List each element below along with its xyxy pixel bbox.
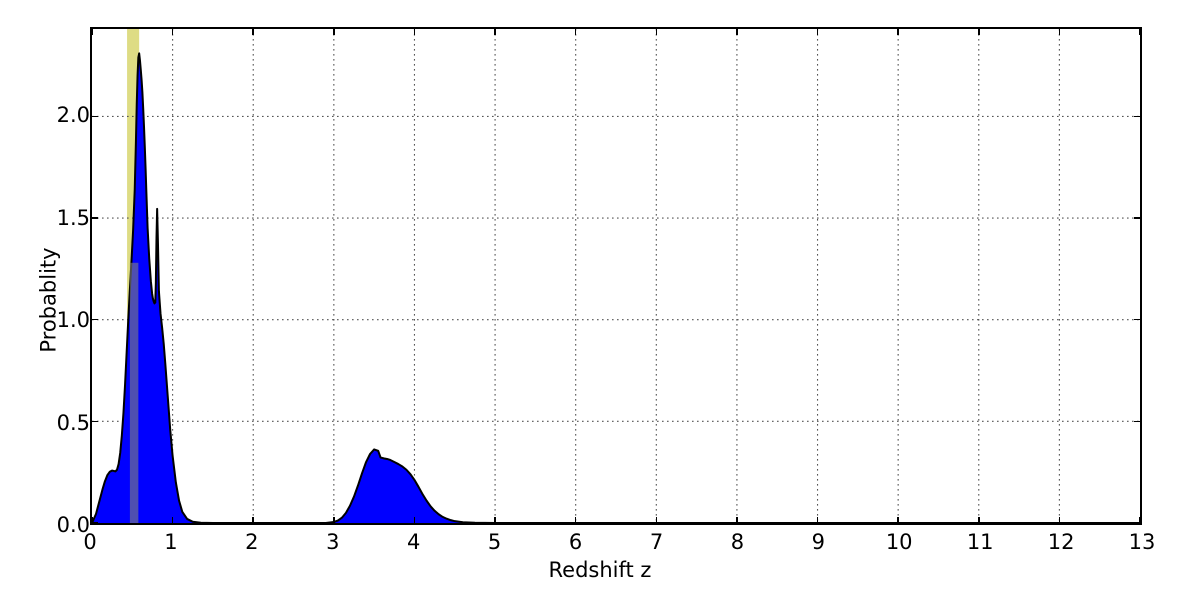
reference-redshift-band [129, 262, 139, 523]
x-tick-mark [252, 29, 254, 35]
x-tick-mark [978, 517, 980, 523]
y-axis-label: Probablity [36, 247, 61, 353]
x-tick-mark [413, 29, 416, 35]
x-tick-mark [897, 29, 899, 35]
x-tick-label-0: 0 [83, 530, 97, 554]
x-tick-label-7: 7 [649, 530, 664, 554]
y-tick-label-0: 0.0 [56, 513, 90, 537]
x-tick-mark [574, 29, 577, 35]
x-tick-label-1: 1 [164, 530, 178, 554]
grid-lines-group [92, 29, 1140, 523]
x-tick-mark [333, 517, 335, 523]
x-tick-label-11: 11 [966, 530, 994, 554]
x-tick-mark [333, 29, 335, 35]
y-tick-mark [92, 522, 98, 524]
y-tick-mark [92, 115, 98, 118]
x-tick-mark [1058, 517, 1061, 523]
x-tick-mark [1058, 29, 1061, 35]
x-tick-label-9: 9 [811, 530, 825, 554]
x-tick-mark [91, 29, 93, 35]
x-tick-label-12: 12 [1047, 530, 1075, 554]
x-tick-mark [736, 517, 738, 523]
y-tick-label-1: 0.5 [56, 410, 90, 435]
y-tick-label-3: 1.5 [56, 205, 90, 230]
pdf-outline [92, 52, 1140, 523]
pdf-fill-area [92, 53, 1140, 523]
x-tick-label-10: 10 [885, 530, 913, 554]
x-tick-mark [494, 29, 496, 35]
y-tick-label-2: 1.0 [56, 308, 90, 333]
x-tick-mark [897, 517, 899, 523]
x-tick-mark [171, 517, 174, 523]
x-tick-mark [816, 29, 819, 35]
y-tick-label-4: 2.0 [56, 103, 90, 128]
x-tick-mark [1139, 517, 1141, 523]
x-tick-mark [736, 29, 738, 35]
x-tick-label-13: 13 [1128, 530, 1156, 554]
x-tick-mark [494, 517, 496, 523]
x-tick-label-4: 4 [407, 530, 421, 554]
y-tick-mark [92, 420, 98, 423]
y-tick-mark [1134, 522, 1140, 524]
y-tick-mark [1134, 217, 1140, 219]
x-tick-mark [252, 517, 254, 523]
x-tick-label-5: 5 [487, 530, 502, 554]
y-tick-mark [92, 217, 98, 219]
y-tick-mark [1134, 318, 1140, 321]
x-tick-label-2: 2 [245, 530, 259, 554]
y-tick-mark [92, 318, 98, 321]
chart-svg [92, 29, 1140, 523]
x-axis-label: Redshift z [548, 558, 652, 582]
x-tick-mark [413, 517, 416, 523]
x-tick-label-3: 3 [326, 530, 340, 554]
x-tick-label-6: 6 [568, 530, 583, 554]
pdf-series-group [92, 52, 1140, 523]
x-tick-mark [655, 517, 658, 523]
y-tick-mark [1134, 420, 1140, 423]
x-tick-mark [816, 517, 819, 523]
y-axis-label-wrapper: Probablity [2, 0, 61, 600]
y-tick-mark [1134, 115, 1140, 118]
vertical-bands-overlay-group [129, 262, 139, 523]
x-tick-mark [1139, 29, 1141, 35]
x-tick-mark [978, 29, 980, 35]
x-tick-mark [655, 29, 658, 35]
plot-area [90, 27, 1142, 525]
x-tick-mark [171, 29, 174, 35]
x-tick-label-8: 8 [730, 530, 745, 554]
x-tick-mark [574, 517, 577, 523]
x-tick-mark [91, 517, 93, 523]
